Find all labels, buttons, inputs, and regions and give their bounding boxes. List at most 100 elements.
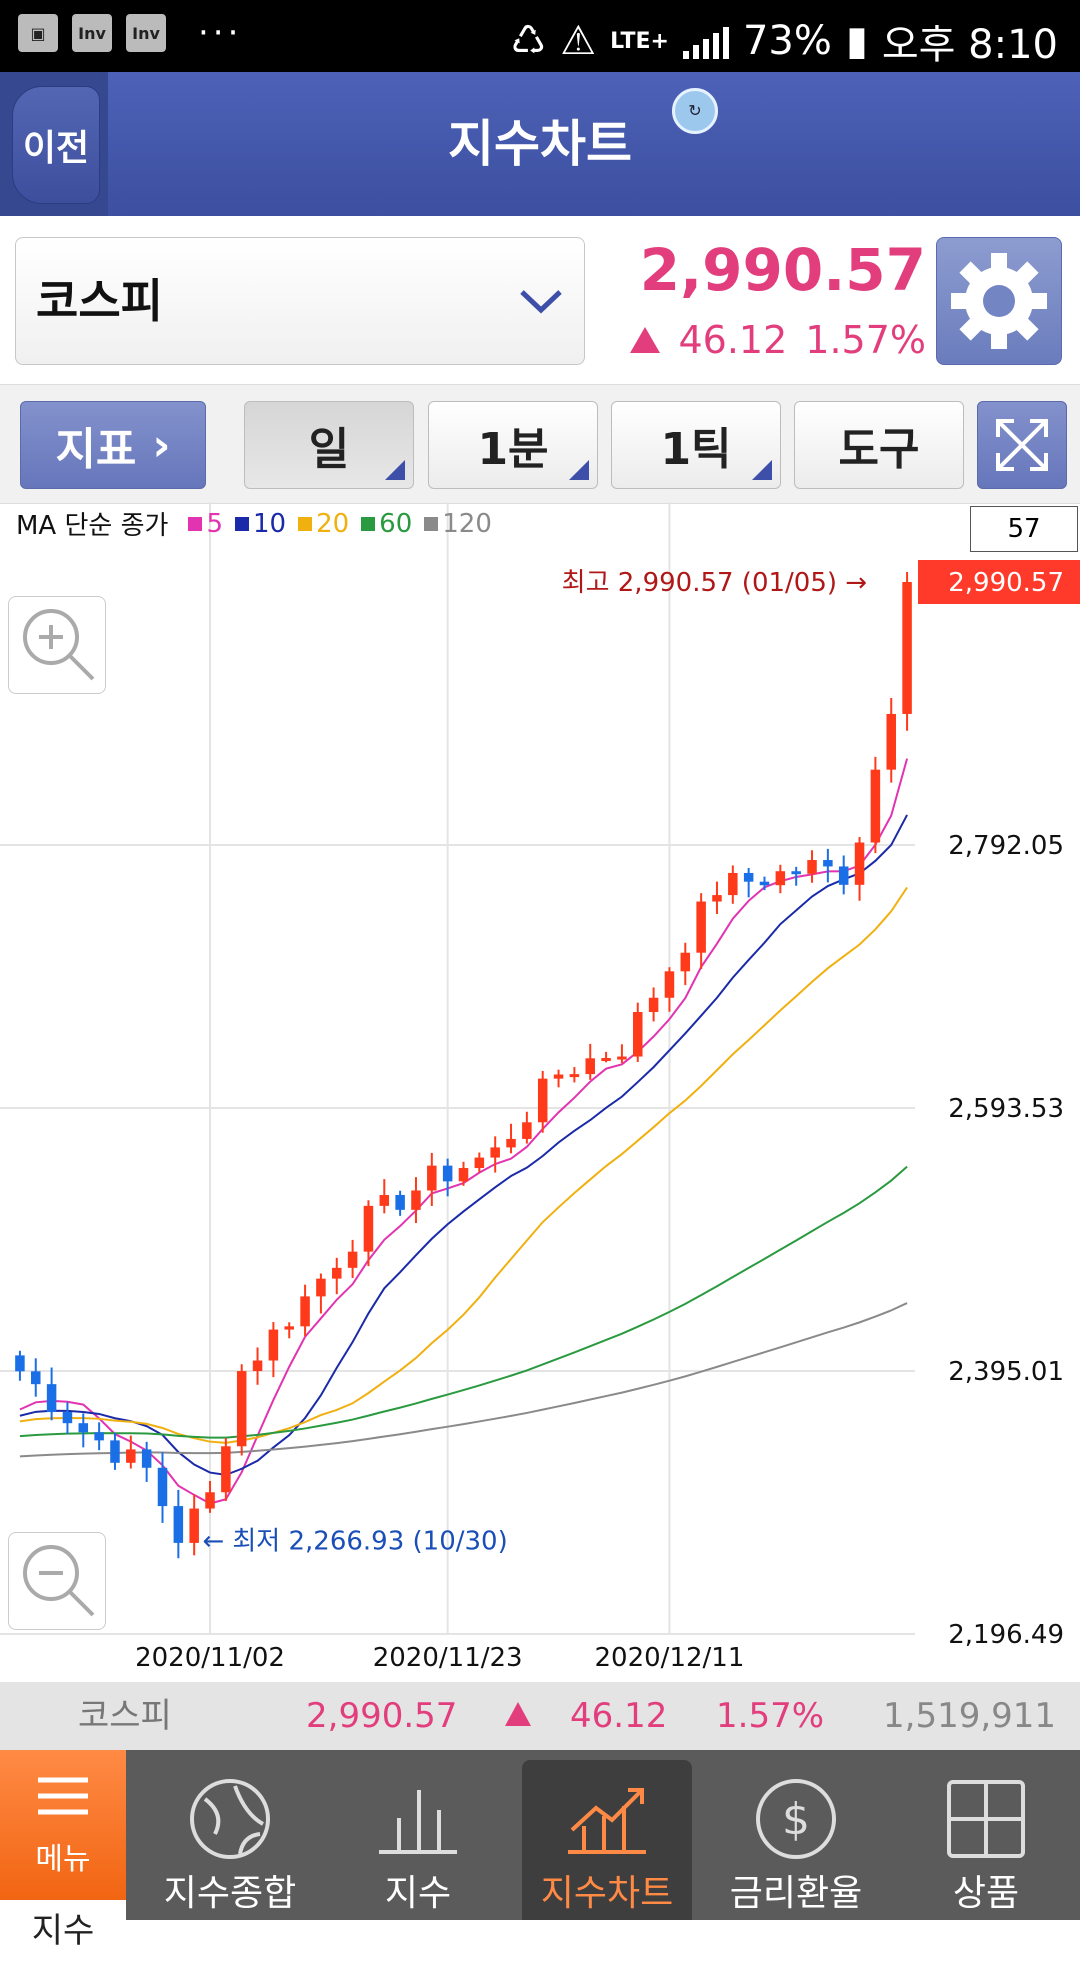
status-bar: ▣ Inv Inv ··· ♺ ⚠ LTE+ 73% ▮ 오후 8:10 xyxy=(0,0,1080,72)
nav-index-overview[interactable]: 지수종합 xyxy=(148,1750,312,1920)
candle-body xyxy=(886,713,896,770)
back-button[interactable]: 이전 xyxy=(12,86,100,204)
candle-body xyxy=(522,1122,532,1139)
expand-icon xyxy=(996,419,1048,471)
dropdown-corner-icon xyxy=(569,460,589,480)
candle-body xyxy=(553,1074,564,1079)
app-notification-icon-2: Inv xyxy=(126,14,166,52)
period-minute-label: 1분 xyxy=(477,424,549,475)
y-tick-label: 2,593.53 xyxy=(948,1094,1064,1124)
candle-body xyxy=(15,1355,25,1372)
ma-legend-label: 10 xyxy=(252,508,287,539)
tools-button[interactable]: 도구 xyxy=(794,401,964,489)
bar-chart-icon xyxy=(379,1790,457,1854)
candle-body xyxy=(458,1168,469,1182)
nav-index-chart[interactable]: 지수차트 xyxy=(522,1750,692,1920)
candle-body xyxy=(363,1205,374,1252)
zoom-in-button[interactable] xyxy=(8,596,106,694)
up-triangle-icon xyxy=(505,1702,531,1726)
nav-label: 지수 xyxy=(384,1873,452,1914)
gear-icon xyxy=(951,253,1047,349)
candle-body xyxy=(141,1449,152,1468)
chevron-right-icon: › xyxy=(152,419,171,471)
menu-button[interactable]: 메뉴 xyxy=(0,1750,126,1900)
candle-body xyxy=(157,1467,168,1507)
indicator-button[interactable]: 지표 › xyxy=(20,401,206,489)
high-annotation: 최고 2,990.57 (01/05) → xyxy=(562,568,867,598)
visible-count[interactable]: 57 xyxy=(970,506,1078,552)
candle-body xyxy=(126,1449,136,1463)
ma-legend-title: MA 단순 종가 xyxy=(16,511,169,541)
candle-body xyxy=(379,1195,390,1206)
battery-saver-icon: ♺ xyxy=(510,18,547,64)
candle-body xyxy=(823,860,833,867)
index-selector[interactable]: 코스피 xyxy=(15,237,585,365)
period-minute-button[interactable]: 1분 xyxy=(428,401,598,489)
ma-legend-label: 20 xyxy=(316,508,350,539)
zoom-out-button[interactable] xyxy=(8,1532,106,1630)
candle-body xyxy=(300,1296,310,1327)
active-tab-highlight xyxy=(522,1760,692,1920)
candle-body xyxy=(31,1371,41,1385)
candle-body xyxy=(537,1078,548,1123)
up-triangle-icon xyxy=(630,327,661,353)
settings-button[interactable] xyxy=(936,237,1062,365)
candle-body xyxy=(664,971,675,998)
candle-body xyxy=(205,1492,215,1509)
candle-body xyxy=(775,871,786,886)
current-price: 2,990.57 xyxy=(639,236,926,304)
candle-body xyxy=(284,1326,294,1330)
period-day-button[interactable]: 일 xyxy=(244,401,414,489)
candle-body xyxy=(601,1058,611,1062)
indicator-label: 지표 xyxy=(55,424,137,475)
candle-body xyxy=(870,769,881,843)
candle-body xyxy=(411,1190,421,1210)
candle-body xyxy=(332,1267,342,1279)
data-sync-icon: ⚠ xyxy=(560,18,597,64)
current-price-tag-label: 2,990.57 xyxy=(948,568,1064,598)
x-tick-label: 2020/11/02 xyxy=(135,1643,285,1673)
candlestick-chart[interactable]: 2,792.05 2,593.53 2,395.01 2,196.49 2020/11/… xyxy=(0,502,1080,1682)
nav-index[interactable]: 지수 xyxy=(336,1750,500,1920)
nav-commodities[interactable]: 상품 xyxy=(902,1750,1070,1920)
menu-current-section: 지수 xyxy=(0,1900,126,1970)
candle-body xyxy=(569,1074,580,1078)
trend-chart-icon xyxy=(568,1788,646,1854)
change-percent: 1.57% xyxy=(805,318,926,362)
period-tick-button[interactable]: 1틱 xyxy=(611,401,781,489)
fullscreen-button[interactable] xyxy=(977,401,1067,489)
candle-body xyxy=(110,1440,120,1463)
candle-body xyxy=(633,1011,643,1057)
candle-body xyxy=(46,1384,57,1413)
candle-body xyxy=(490,1147,500,1158)
period-tick-label: 1틱 xyxy=(660,424,732,475)
zoom-in-icon xyxy=(23,609,95,681)
zoom-out-icon xyxy=(23,1545,95,1617)
signal-strength-icon xyxy=(682,23,729,59)
nav-label: 지수종합 xyxy=(163,1873,297,1914)
candle-body xyxy=(506,1138,516,1148)
gallery-notification-icon: ▣ xyxy=(18,14,58,52)
candle-body xyxy=(94,1432,104,1441)
nav-rates-fx[interactable]: $ 금리환율 xyxy=(712,1750,880,1920)
price-change: 46.12 1.57% xyxy=(630,318,926,362)
candle-body xyxy=(62,1412,73,1424)
battery-icon: ▮ xyxy=(845,18,868,64)
candle-body xyxy=(236,1371,247,1447)
ma-swatch xyxy=(188,516,203,531)
ma-legend-label: 120 xyxy=(442,508,492,539)
candle-body xyxy=(807,860,817,874)
quote-change: 46.12 xyxy=(570,1696,668,1736)
candle-body xyxy=(680,952,691,972)
candle-body xyxy=(427,1165,437,1191)
candle-body xyxy=(617,1056,627,1060)
y-tick-label: 2,792.05 xyxy=(948,831,1064,861)
candle-body xyxy=(268,1329,279,1361)
more-notifications-icon: ··· xyxy=(198,13,243,53)
quote-volume: 1,519,911 xyxy=(883,1696,1057,1736)
ma-swatch xyxy=(234,516,249,531)
nav-label: 금리환율 xyxy=(729,1873,863,1914)
back-area: 이전 xyxy=(0,72,108,216)
refresh-icon[interactable]: ↻ xyxy=(672,88,718,134)
quote-change-percent: 1.57% xyxy=(716,1696,825,1736)
